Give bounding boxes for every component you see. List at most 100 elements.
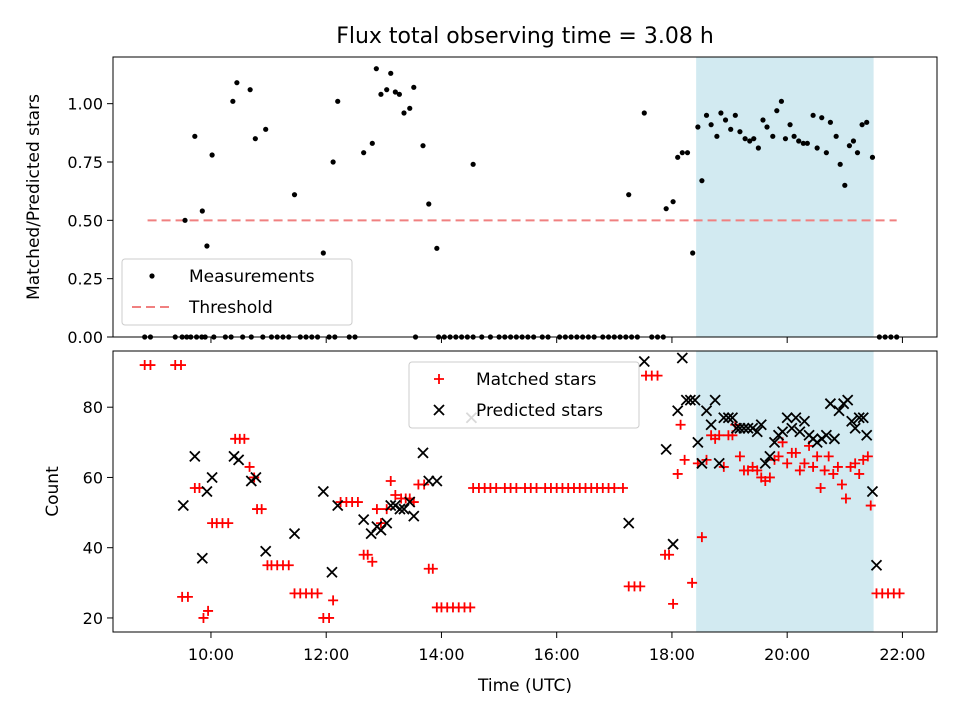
legend-label: Threshold <box>188 298 273 318</box>
measurement-point <box>204 243 210 249</box>
y-tick-label: 0.00 <box>67 328 103 347</box>
matched-star-point <box>790 447 801 458</box>
predicted-star-point <box>689 394 701 406</box>
matched-star-point <box>687 577 698 588</box>
measurement-point <box>732 112 738 118</box>
predicted-star-point <box>781 412 793 424</box>
predicted-star-point <box>820 429 833 441</box>
matched-star-point <box>668 598 679 609</box>
predicted-star-point <box>332 499 344 512</box>
predicted-star-point <box>404 496 416 508</box>
matched-star-point <box>836 479 847 490</box>
measurement-point <box>230 98 236 104</box>
matched-star-point <box>714 430 725 441</box>
matched-star-point <box>182 591 193 602</box>
measurement-point <box>864 119 870 125</box>
measurement-point <box>679 150 685 156</box>
legend-box <box>121 258 353 326</box>
predicted-star-point <box>705 419 717 431</box>
measurement-point <box>751 136 757 142</box>
matched-star-point <box>794 465 805 476</box>
matched-star-point <box>491 482 502 493</box>
top-y-axis-label: Matched/Predicted stars <box>24 94 44 300</box>
bottom-y-ticks: 20 40 60 80 <box>83 398 113 628</box>
matched-star-point <box>256 504 267 515</box>
measurement-point <box>426 201 432 207</box>
predicted-star-point <box>317 485 329 498</box>
matched-star-point <box>679 454 690 465</box>
matched-star-point <box>773 451 784 462</box>
predicted-star-point <box>692 436 704 448</box>
predicted-star-point <box>177 499 189 512</box>
legend-label: Measurements <box>189 267 315 287</box>
measurement-point <box>373 66 379 72</box>
predicted-star-point <box>849 422 861 434</box>
measurement-point <box>827 119 833 125</box>
predicted-star-point <box>751 426 763 438</box>
y-tick-label: 60 <box>83 468 103 487</box>
matched-star-point <box>832 461 843 472</box>
matched-star-point <box>734 451 745 462</box>
predicted-star-point <box>667 538 679 550</box>
matched-star-point <box>371 504 382 515</box>
matched-star-point <box>145 360 156 371</box>
matched-star-point <box>752 465 763 476</box>
predicted-star-point <box>660 443 672 455</box>
measurement-point <box>378 91 384 97</box>
measurement-point <box>641 110 647 116</box>
measurement-point <box>810 112 816 118</box>
matched-star-point <box>854 468 865 479</box>
matched-star-point <box>203 605 214 616</box>
measurement-point <box>760 117 766 123</box>
predicted-star-point <box>700 405 713 417</box>
predicted-star-point <box>742 422 754 434</box>
predicted-star-point <box>680 394 692 406</box>
measurement-point <box>330 159 336 165</box>
matched-star-point <box>367 556 378 567</box>
measurement-point <box>291 192 298 198</box>
predicted-star-point <box>713 457 725 470</box>
bottom-axes-frame <box>112 350 938 633</box>
predicted-star-point <box>857 412 869 424</box>
measurement-points <box>142 66 900 340</box>
measurement-point <box>859 122 865 128</box>
x-tick-label: 18:00 <box>649 645 695 664</box>
measurement-point <box>869 154 876 160</box>
measurement-point <box>695 124 701 130</box>
matched-star-point <box>696 532 707 543</box>
measurement-point <box>823 150 829 156</box>
measurement-point <box>675 154 681 160</box>
measurement-point <box>252 136 258 142</box>
predicted-star-point <box>722 412 735 424</box>
measurement-point <box>728 126 734 132</box>
measurement-point <box>819 115 825 121</box>
matched-star-point <box>812 451 823 462</box>
bottom-panel: 20 40 60 80 10:00 12:00 14:00 16:00 18:00 20:00 2… <box>43 350 938 696</box>
measurement-point <box>396 91 402 97</box>
measurement-point <box>670 199 676 205</box>
predicted-star-point <box>189 450 201 463</box>
matched-star-point <box>362 549 373 560</box>
predicted-star-point <box>696 457 708 470</box>
matched-star-point <box>823 451 834 462</box>
predicted-star-point <box>381 517 393 529</box>
predicted-star-point <box>385 499 397 512</box>
measurement-point <box>714 133 720 139</box>
measurement-point <box>335 98 341 104</box>
measurement-point <box>684 150 691 156</box>
chart-title: Flux total observing time = 3.08 h <box>336 24 714 49</box>
matched-star-point <box>850 458 861 469</box>
predicted-star-point <box>833 405 845 417</box>
x-tick-label: 16:00 <box>534 645 580 664</box>
top-y-ticks: 0.00 0.25 0.50 0.75 1.00 <box>67 95 113 347</box>
matched-star-point <box>764 472 775 483</box>
predicted-star-point <box>764 450 776 463</box>
measurement-point <box>791 133 797 139</box>
predicted-star-point <box>431 475 443 487</box>
predicted-star-point <box>288 528 301 540</box>
measurement-point <box>392 89 398 95</box>
top-highlight-band <box>696 57 874 337</box>
measurement-point <box>846 143 853 149</box>
measurement-point <box>690 250 696 256</box>
matched-star-point <box>862 451 873 462</box>
